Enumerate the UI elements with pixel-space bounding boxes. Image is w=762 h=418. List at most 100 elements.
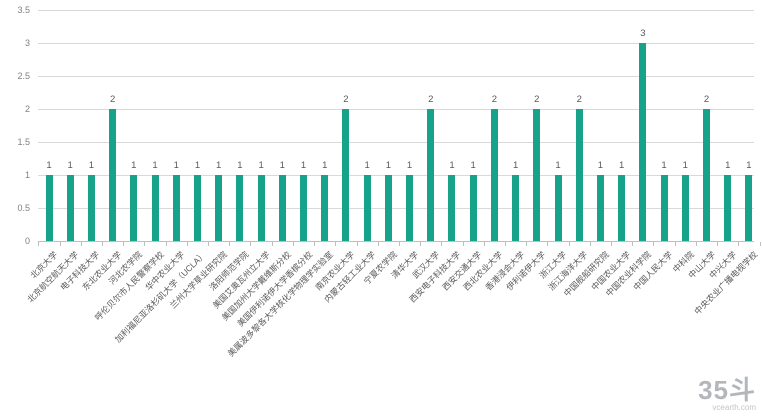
bar-value-label: 2 xyxy=(491,94,498,105)
x-axis-tick xyxy=(80,242,82,246)
bar-value-label: 1 xyxy=(746,160,752,171)
x-axis-tick xyxy=(250,242,252,246)
bar xyxy=(490,109,498,241)
bar xyxy=(681,175,689,241)
y-axis-label: 1 xyxy=(24,170,30,180)
bar xyxy=(321,175,329,241)
x-axis-tick xyxy=(759,242,761,246)
bar xyxy=(639,43,647,241)
bar-value-label: 1 xyxy=(173,160,179,171)
bar xyxy=(469,175,477,241)
watermark-logo: 35斗 xyxy=(698,375,756,405)
bar-value-label: 1 xyxy=(216,160,222,171)
x-axis-tick xyxy=(102,242,104,246)
bar-value-label: 1 xyxy=(152,160,158,171)
y-axis-label: 0 xyxy=(24,236,30,246)
bar-value-label: 1 xyxy=(597,160,604,171)
bar-value-label: 1 xyxy=(258,160,264,171)
y-axis-label: 3.5 xyxy=(17,5,30,15)
x-axis-tick xyxy=(123,242,125,246)
bar xyxy=(363,175,371,241)
bar xyxy=(87,175,95,241)
gridline xyxy=(38,76,754,77)
bar xyxy=(448,175,456,241)
x-axis-tick xyxy=(335,242,337,246)
bar xyxy=(427,109,435,241)
bar xyxy=(596,175,604,241)
x-axis-line xyxy=(38,241,754,242)
x-axis-tick xyxy=(441,242,443,246)
bar-value-label: 1 xyxy=(512,160,519,171)
bar-value-label: 2 xyxy=(109,94,116,105)
x-axis-tick xyxy=(568,242,570,246)
x-axis-tick xyxy=(674,242,676,246)
bar xyxy=(533,109,541,241)
bar xyxy=(575,109,583,241)
x-axis-tick xyxy=(208,242,210,246)
x-axis-tick xyxy=(483,242,485,246)
bar-value-label: 1 xyxy=(131,160,137,171)
y-axis-label: 2 xyxy=(24,104,30,114)
x-axis-tick xyxy=(589,242,591,246)
bar xyxy=(300,175,308,241)
bar xyxy=(660,175,668,241)
x-axis-tick xyxy=(398,242,400,246)
bar-value-label: 1 xyxy=(364,160,370,171)
bar-value-label: 2 xyxy=(343,94,349,105)
x-axis-tick xyxy=(314,242,316,246)
bar xyxy=(724,175,732,241)
bar xyxy=(512,175,520,241)
bar xyxy=(406,175,414,241)
bar-value-label: 2 xyxy=(428,94,434,105)
bar-value-label: 1 xyxy=(300,160,307,171)
y-axis-label: 3 xyxy=(24,38,30,48)
x-axis-tick xyxy=(229,242,231,246)
watermark: 35斗 vcearth.com xyxy=(698,377,756,412)
bar-value-label: 1 xyxy=(661,160,667,171)
x-axis-tick xyxy=(632,242,634,246)
bar-value-label: 1 xyxy=(555,160,561,171)
bar-value-label: 3 xyxy=(640,28,646,39)
bar xyxy=(384,175,392,241)
bar-value-label: 2 xyxy=(703,94,710,105)
x-axis-tick xyxy=(462,242,464,246)
x-axis-tick xyxy=(59,242,61,246)
y-axis-label: 2.5 xyxy=(17,71,30,81)
bar-value-label: 1 xyxy=(88,160,95,171)
gridline xyxy=(38,142,754,143)
bar xyxy=(215,175,223,241)
bar-value-label: 1 xyxy=(725,160,731,171)
bar-value-label: 1 xyxy=(46,160,52,171)
bar xyxy=(172,175,180,241)
watermark-url: vcearth.com xyxy=(712,403,756,412)
x-axis-tick xyxy=(526,242,528,246)
bar-value-label: 1 xyxy=(406,160,413,171)
bar xyxy=(109,109,117,241)
bar xyxy=(193,175,201,241)
x-axis-tick xyxy=(420,242,422,246)
bar xyxy=(257,175,265,241)
bar-value-label: 1 xyxy=(619,160,625,171)
bar-value-label: 1 xyxy=(449,160,455,171)
x-axis-tick xyxy=(738,242,740,246)
y-axis-label: 0.5 xyxy=(17,203,30,213)
bar xyxy=(236,175,244,241)
bar xyxy=(151,175,159,241)
bar xyxy=(66,175,74,241)
x-axis-tick xyxy=(38,242,40,246)
bar-value-label: 1 xyxy=(237,160,243,171)
gridline xyxy=(38,10,754,11)
y-axis-label: 1.5 xyxy=(17,137,30,147)
bar xyxy=(45,175,53,241)
bar-value-label: 1 xyxy=(470,160,476,171)
x-axis-tick xyxy=(144,242,146,246)
x-axis-tick xyxy=(653,242,655,246)
gridline xyxy=(38,208,754,209)
x-axis-tick xyxy=(186,242,188,246)
bar xyxy=(278,175,286,241)
x-axis-tick xyxy=(271,242,273,246)
bar-value-label: 1 xyxy=(279,160,285,171)
gridline xyxy=(38,109,754,110)
bar xyxy=(703,109,710,241)
